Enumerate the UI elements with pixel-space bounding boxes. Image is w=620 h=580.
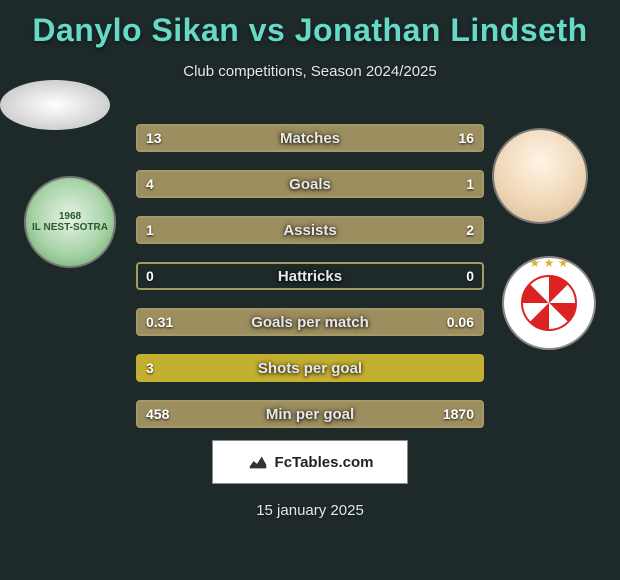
stat-value-right: 0.06 xyxy=(439,310,482,334)
club-left-text: 1968 IL NEST-SOTRA xyxy=(32,211,108,233)
stat-value-left: 4 xyxy=(138,172,162,196)
stat-label: Shots per goal xyxy=(138,356,482,380)
player-right-avatar xyxy=(492,128,588,224)
stat-label: Min per goal xyxy=(138,402,482,426)
stat-label: Matches xyxy=(138,126,482,150)
brand-badge: FcTables.com xyxy=(212,440,408,484)
brand-text: FcTables.com xyxy=(275,454,374,471)
stat-value-right xyxy=(466,356,482,380)
stat-value-right: 2 xyxy=(458,218,482,242)
stat-value-left: 0 xyxy=(138,264,162,288)
stat-value-right: 0 xyxy=(458,264,482,288)
stat-row: Assists1 2 xyxy=(136,216,484,244)
page-subtitle: Club competitions, Season 2024/2025 xyxy=(0,63,620,80)
stat-row: Goals per match0.31 0.06 xyxy=(136,308,484,336)
footer-date: 15 january 2025 xyxy=(0,502,620,519)
stat-value-left: 3 xyxy=(138,356,162,380)
comparison-bars: Matches1316Goals41Assists12Hattricks00Go… xyxy=(136,124,484,446)
stat-value-right: 1870 xyxy=(435,402,482,426)
player-right-club-badge xyxy=(502,256,596,350)
stat-label: Assists xyxy=(138,218,482,242)
chart-icon xyxy=(247,451,269,473)
stat-row: Shots per goal3 xyxy=(136,354,484,382)
stat-label: Goals xyxy=(138,172,482,196)
stat-row: Hattricks0 0 xyxy=(136,262,484,290)
stat-value-right: 16 xyxy=(450,126,482,150)
stat-value-left: 1 xyxy=(138,218,162,242)
club-right-star-icon xyxy=(521,275,577,331)
stat-row: Min per goal458 1870 xyxy=(136,400,484,428)
player-left-club-badge: 1968 IL NEST-SOTRA xyxy=(24,176,116,268)
stat-row: Goals4 1 xyxy=(136,170,484,198)
stat-label: Hattricks xyxy=(138,264,482,288)
stat-value-right: 1 xyxy=(458,172,482,196)
stat-row: Matches13 16 xyxy=(136,124,484,152)
stat-value-left: 13 xyxy=(138,126,170,150)
stat-value-left: 0.31 xyxy=(138,310,181,334)
page-title: Danylo Sikan vs Jonathan Lindseth xyxy=(0,0,620,49)
player-left-avatar xyxy=(0,80,110,130)
stat-label: Goals per match xyxy=(138,310,482,334)
stat-value-left: 458 xyxy=(138,402,177,426)
